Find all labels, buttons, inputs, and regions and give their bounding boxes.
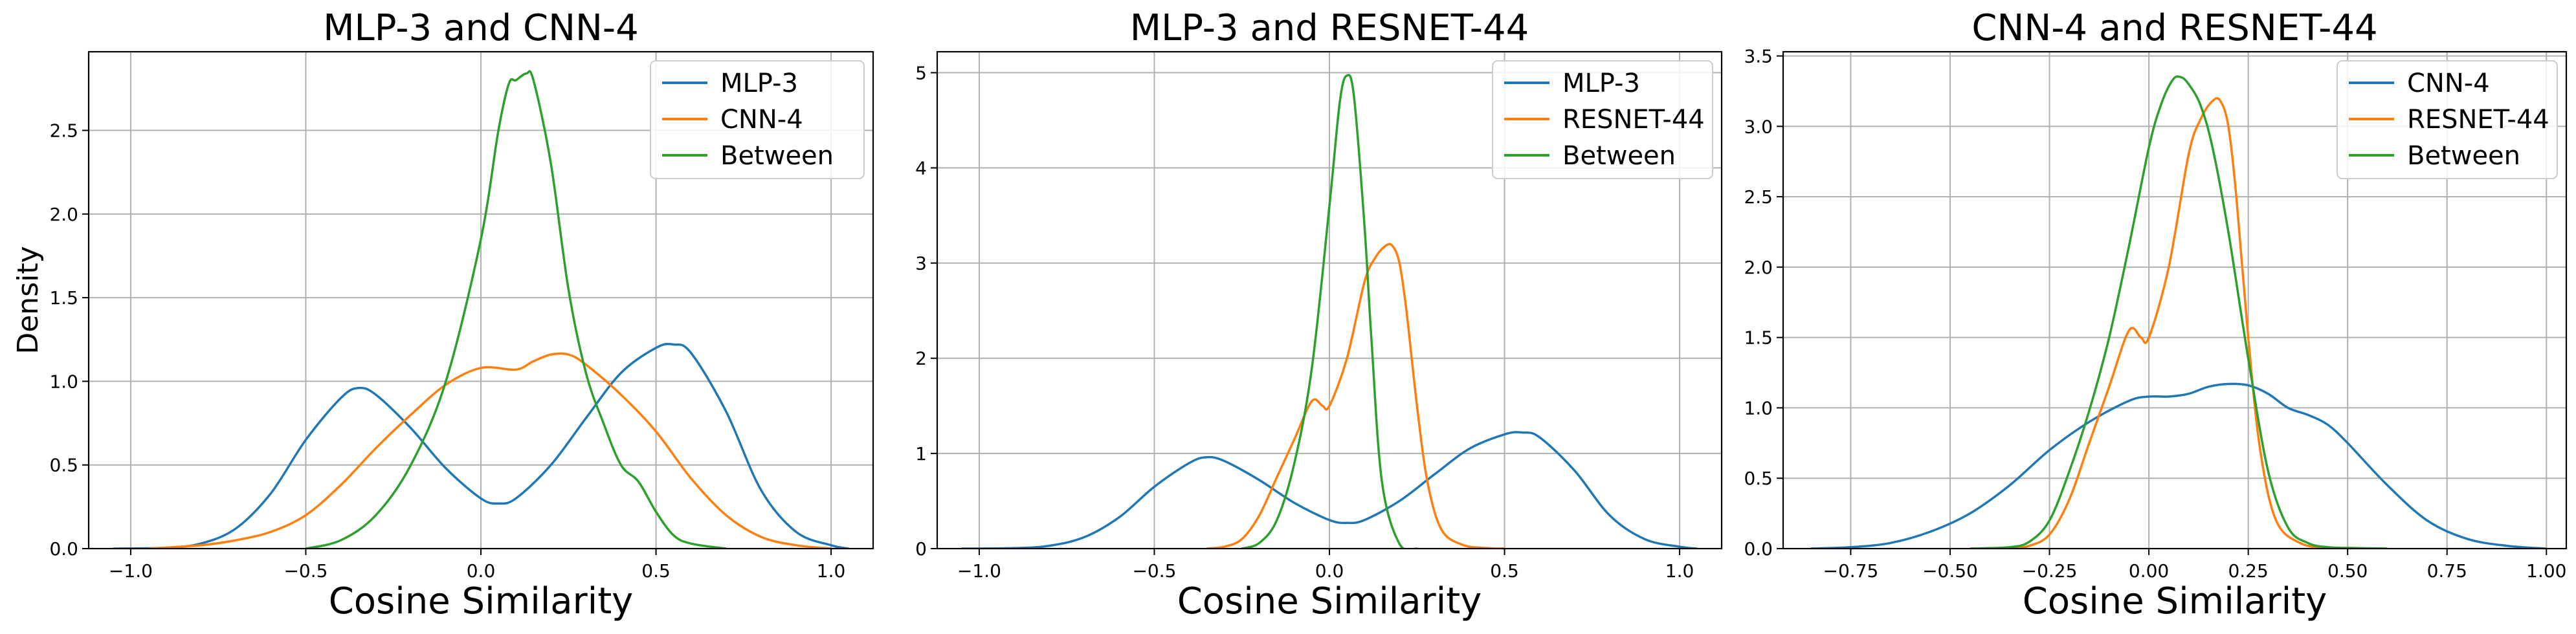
legend-label: RESNET-44 xyxy=(1562,105,1705,135)
legend: MLP-3 RESNET-44 Between xyxy=(1492,60,1713,179)
y-tick-label: 2 xyxy=(915,348,927,369)
x-tick-label: −0.75 xyxy=(1823,560,1879,582)
x-tick-label: −0.5 xyxy=(283,560,328,582)
legend-label: CNN-4 xyxy=(2407,69,2490,98)
series-line-between xyxy=(305,70,727,549)
x-axis-label: Cosine Similarity xyxy=(329,580,634,622)
y-tick-label: 0.5 xyxy=(1744,468,1773,489)
y-tick-label: 1.5 xyxy=(1744,327,1773,349)
y-tick-label: 3 xyxy=(915,253,927,274)
axes-frame xyxy=(1782,50,2568,550)
chart-panel-1: −1.0 −0.5 0.0 0.5 1.0 0.0 0.5 1.0 1.5 2.0 2.5 MLP-3… xyxy=(12,7,874,622)
series-line-mlp-3 xyxy=(113,342,849,549)
series-line-resnet-44 xyxy=(1206,243,1505,549)
legend-label: CNN-4 xyxy=(720,105,803,135)
y-tick-label: 2.0 xyxy=(49,204,78,225)
y-tick-label: 0.0 xyxy=(1744,538,1773,560)
x-axis-label: Cosine Similarity xyxy=(2023,580,2327,622)
legend: CNN-4 RESNET-44 Between xyxy=(2337,60,2558,179)
y-axis-label: Density xyxy=(12,246,45,354)
x-tick-label: 0.75 xyxy=(2427,560,2467,582)
series-line-between xyxy=(1970,75,2388,549)
y-tick-label: 4 xyxy=(915,157,927,179)
y-tick-label: 3.0 xyxy=(1744,116,1773,137)
x-tick-label: 0.0 xyxy=(1315,560,1344,582)
x-tick-label: −1.0 xyxy=(957,560,1001,582)
y-tick-label: 3.5 xyxy=(1744,46,1773,67)
legend-label: Between xyxy=(1562,141,1676,171)
series-line-cnn-4 xyxy=(148,352,832,549)
y-tick-label: 1 xyxy=(915,443,927,465)
x-tick-label: 1.0 xyxy=(1665,560,1694,582)
x-tick-label: 0.50 xyxy=(2327,560,2368,582)
chart-title: MLP-3 and RESNET-44 xyxy=(1130,7,1529,49)
legend-label: Between xyxy=(720,141,834,171)
y-tick-label: 5 xyxy=(915,62,927,83)
x-tick-label: −0.50 xyxy=(1922,560,1978,582)
series-line-between xyxy=(1241,74,1417,549)
x-tick-label: −0.25 xyxy=(2022,560,2078,582)
x-tick-label: 1.0 xyxy=(817,560,846,582)
x-tick-label: 0.00 xyxy=(2129,560,2169,582)
x-tick-label: −0.5 xyxy=(1132,560,1176,582)
chart-title: CNN-4 and RESNET-44 xyxy=(1971,7,2377,49)
chart-panel-2: −1.0 −0.5 0.0 0.5 1.0 0 1 2 3 4 5 MLP-3 and RESNET-… xyxy=(915,7,1723,622)
series-line-mlp-3 xyxy=(961,431,1698,549)
x-tick-label: 0.25 xyxy=(2228,560,2268,582)
x-tick-label: 0.5 xyxy=(641,560,671,582)
legend-label: MLP-3 xyxy=(1562,69,1640,98)
y-tick-label: 2.0 xyxy=(1744,257,1773,278)
y-tick-label: 0 xyxy=(915,538,927,560)
x-axis-label: Cosine Similarity xyxy=(1177,580,1482,622)
x-tick-label: 0.0 xyxy=(467,560,496,582)
y-tick-label: 0.0 xyxy=(49,538,78,560)
y-tick-label: 1.0 xyxy=(1744,397,1773,419)
x-tick-label: −1.0 xyxy=(109,560,153,582)
legend-box xyxy=(2337,60,2558,179)
x-tick-label: 0.5 xyxy=(1490,560,1519,582)
legend-label: Between xyxy=(2407,141,2520,171)
legend-label: MLP-3 xyxy=(720,69,798,98)
y-tick-label: 0.5 xyxy=(49,455,78,476)
chart-panel-3: −0.75 −0.50 −0.25 0.00 0.25 0.50 0.75 1.00 0.0 0.… xyxy=(1744,7,2568,622)
legend-box xyxy=(1492,60,1713,179)
series-line-resnet-44 xyxy=(2009,97,2348,549)
legend-label: RESNET-44 xyxy=(2407,105,2549,135)
x-tick-label: 1.00 xyxy=(2526,560,2566,582)
legend: MLP-3 CNN-4 Between xyxy=(650,60,865,179)
y-tick-label: 2.5 xyxy=(1744,186,1773,208)
legend-box xyxy=(650,60,865,179)
y-tick-label: 2.5 xyxy=(49,120,78,142)
y-tick-label: 1.5 xyxy=(49,287,78,309)
y-tick-label: 1.0 xyxy=(49,371,78,392)
series-line-cnn-4 xyxy=(1810,382,2547,549)
chart-title: MLP-3 and CNN-4 xyxy=(323,7,639,49)
